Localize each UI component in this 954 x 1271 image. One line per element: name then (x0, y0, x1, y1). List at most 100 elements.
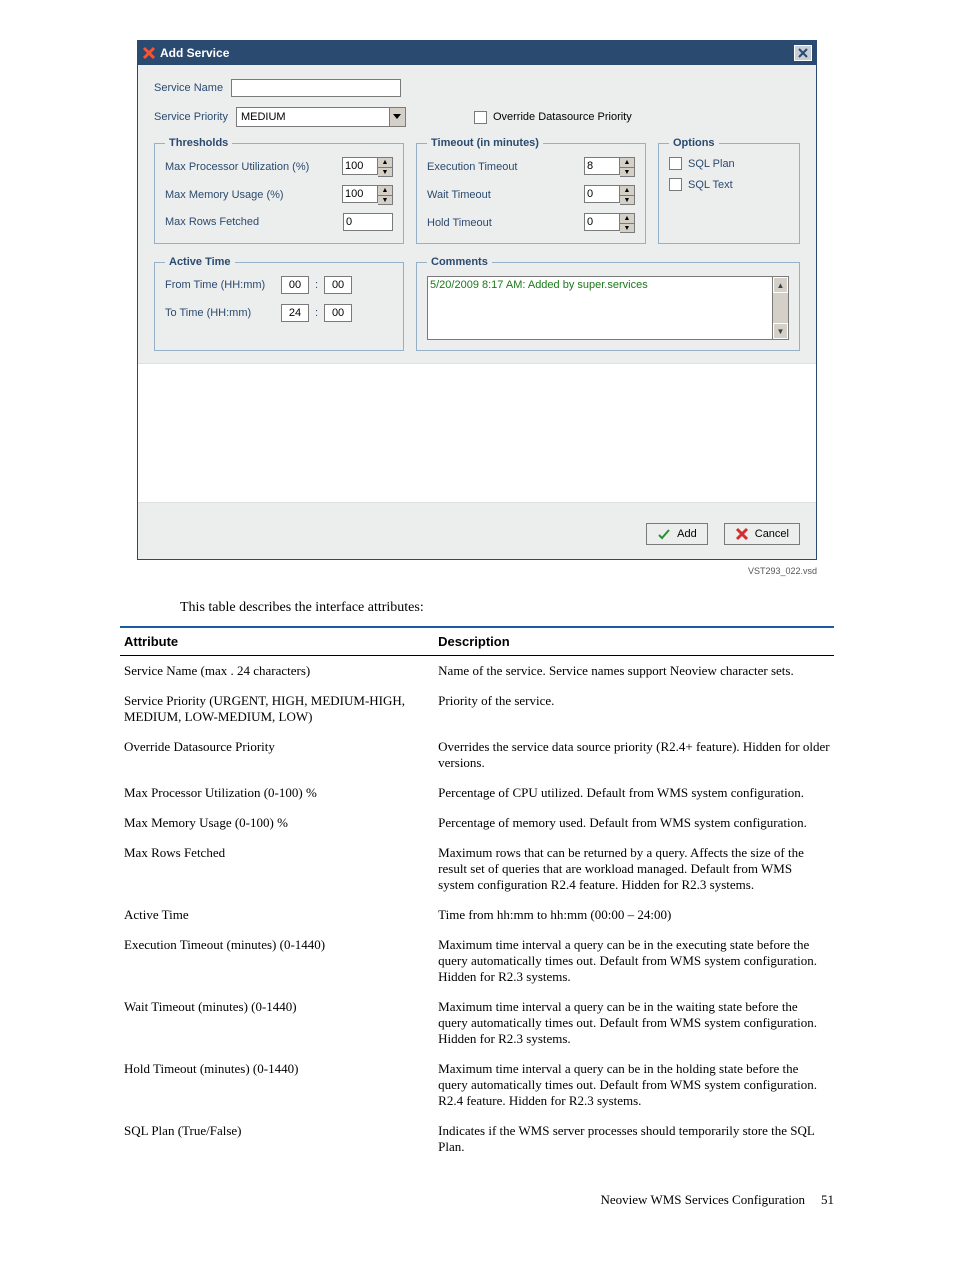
attr-cell: Hold Timeout (minutes) (0-1440) (120, 1054, 434, 1116)
add-service-dialog: Add Service Service Name Service Priorit… (137, 40, 817, 560)
table-row: Max Processor Utilization (0-100) %Perce… (120, 778, 834, 808)
max-cpu-input[interactable] (342, 157, 378, 175)
service-name-input[interactable] (231, 79, 401, 97)
comments-text: 5/20/2009 8:17 AM: Added by super.servic… (430, 279, 648, 291)
spin-down-icon[interactable]: ▼ (620, 223, 634, 232)
table-row: Wait Timeout (minutes) (0-1440)Maximum t… (120, 992, 834, 1054)
sql-plan-label: SQL Plan (688, 158, 735, 170)
desc-cell: Indicates if the WMS server processes sh… (434, 1116, 834, 1162)
table-row: Active TimeTime from hh:mm to hh:mm (00:… (120, 900, 834, 930)
sql-plan-checkbox[interactable] (669, 157, 682, 170)
exec-timeout-label: Execution Timeout (427, 161, 518, 173)
wait-timeout-label: Wait Timeout (427, 189, 491, 201)
attr-cell: Wait Timeout (minutes) (0-1440) (120, 992, 434, 1054)
options-legend: Options (669, 137, 719, 149)
add-button-label: Add (677, 528, 697, 540)
hold-timeout-label: Hold Timeout (427, 217, 492, 229)
desc-cell: Maximum time interval a query can be in … (434, 1054, 834, 1116)
dialog-titlebar: Add Service (138, 41, 816, 65)
scroll-down-icon[interactable]: ▼ (773, 323, 788, 339)
timeouts-group: Timeout (in minutes) Execution Timeout ▲… (416, 137, 646, 244)
hold-timeout-input[interactable] (584, 213, 620, 231)
table-row: Override Datasource PriorityOverrides th… (120, 732, 834, 778)
thresholds-legend: Thresholds (165, 137, 232, 149)
spin-down-icon[interactable]: ▼ (620, 195, 634, 204)
table-row: Execution Timeout (minutes) (0-1440)Maxi… (120, 930, 834, 992)
col-attribute: Attribute (120, 627, 434, 656)
spin-up-icon[interactable]: ▲ (620, 158, 634, 167)
attr-cell: Max Processor Utilization (0-100) % (120, 778, 434, 808)
priority-value: MEDIUM (241, 111, 286, 123)
table-row: Service Priority (URGENT, HIGH, MEDIUM-H… (120, 686, 834, 732)
from-time-label: From Time (HH:mm) (165, 279, 275, 291)
timeouts-legend: Timeout (in minutes) (427, 137, 543, 149)
col-description: Description (434, 627, 834, 656)
from-mm-input[interactable] (324, 276, 352, 294)
options-group: Options SQL Plan SQL Text (658, 137, 800, 244)
footer-section: Neoview WMS Services Configuration (601, 1192, 805, 1208)
cancel-button[interactable]: Cancel (724, 523, 800, 545)
wait-timeout-input[interactable] (584, 185, 620, 203)
close-icon (798, 48, 808, 58)
chevron-down-icon (389, 108, 405, 126)
comments-group: Comments 5/20/2009 8:17 AM: Added by sup… (416, 256, 800, 351)
time-colon: : (315, 307, 318, 319)
desc-cell: Percentage of CPU utilized. Default from… (434, 778, 834, 808)
table-row: Max Rows FetchedMaximum rows that can be… (120, 838, 834, 900)
scroll-up-icon[interactable]: ▲ (773, 277, 788, 293)
spin-down-icon[interactable]: ▼ (620, 167, 634, 176)
exec-timeout-input[interactable] (584, 157, 620, 175)
footer-page-number: 51 (821, 1192, 834, 1208)
cancel-button-label: Cancel (755, 528, 789, 540)
sql-text-label: SQL Text (688, 179, 733, 191)
desc-cell: Name of the service. Service names suppo… (434, 656, 834, 687)
desc-cell: Maximum rows that can be returned by a q… (434, 838, 834, 900)
cancel-icon (735, 527, 749, 541)
active-time-legend: Active Time (165, 256, 235, 268)
spin-up-icon[interactable]: ▲ (620, 186, 634, 195)
spin-down-icon[interactable]: ▼ (378, 167, 392, 176)
desc-cell: Time from hh:mm to hh:mm (00:00 – 24:00) (434, 900, 834, 930)
service-priority-label: Service Priority (154, 111, 228, 123)
spin-up-icon[interactable]: ▲ (620, 214, 634, 223)
attr-cell: SQL Plan (True/False) (120, 1116, 434, 1162)
max-cpu-label: Max Processor Utilization (%) (165, 161, 309, 173)
attributes-table: Attribute Description Service Name (max … (120, 626, 834, 1162)
sql-text-checkbox[interactable] (669, 178, 682, 191)
desc-cell: Maximum time interval a query can be in … (434, 930, 834, 992)
add-button[interactable]: Add (646, 523, 708, 545)
desc-cell: Overrides the service data source priori… (434, 732, 834, 778)
attr-cell: Max Rows Fetched (120, 838, 434, 900)
attr-cell: Active Time (120, 900, 434, 930)
service-priority-select[interactable]: MEDIUM (236, 107, 406, 127)
override-datasource-label: Override Datasource Priority (493, 111, 632, 123)
attr-cell: Execution Timeout (minutes) (0-1440) (120, 930, 434, 992)
table-row: SQL Plan (True/False)Indicates if the WM… (120, 1116, 834, 1162)
to-hh-input[interactable] (281, 304, 309, 322)
max-mem-input[interactable] (342, 185, 378, 203)
thresholds-group: Thresholds Max Processor Utilization (%)… (154, 137, 404, 244)
desc-cell: Maximum time interval a query can be in … (434, 992, 834, 1054)
spin-up-icon[interactable]: ▲ (378, 186, 392, 195)
time-colon: : (315, 279, 318, 291)
table-row: Hold Timeout (minutes) (0-1440)Maximum t… (120, 1054, 834, 1116)
to-mm-input[interactable] (324, 304, 352, 322)
comments-legend: Comments (427, 256, 492, 268)
attr-cell: Override Datasource Priority (120, 732, 434, 778)
desc-cell: Percentage of memory used. Default from … (434, 808, 834, 838)
close-button[interactable] (794, 45, 812, 61)
spin-down-icon[interactable]: ▼ (378, 195, 392, 204)
spin-up-icon[interactable]: ▲ (378, 158, 392, 167)
comments-textarea[interactable]: 5/20/2009 8:17 AM: Added by super.servic… (427, 276, 789, 340)
max-rows-input[interactable] (343, 213, 393, 231)
override-datasource-checkbox[interactable] (474, 111, 487, 124)
intro-text: This table describes the interface attri… (180, 600, 774, 616)
scrollbar[interactable]: ▲ ▼ (772, 277, 788, 339)
figure-caption: VST293_022.vsd (137, 566, 817, 576)
from-hh-input[interactable] (281, 276, 309, 294)
attr-cell: Max Memory Usage (0-100) % (120, 808, 434, 838)
service-name-label: Service Name (154, 82, 223, 94)
attr-cell: Service Name (max . 24 characters) (120, 656, 434, 687)
table-row: Max Memory Usage (0-100) %Percentage of … (120, 808, 834, 838)
attr-cell: Service Priority (URGENT, HIGH, MEDIUM-H… (120, 686, 434, 732)
